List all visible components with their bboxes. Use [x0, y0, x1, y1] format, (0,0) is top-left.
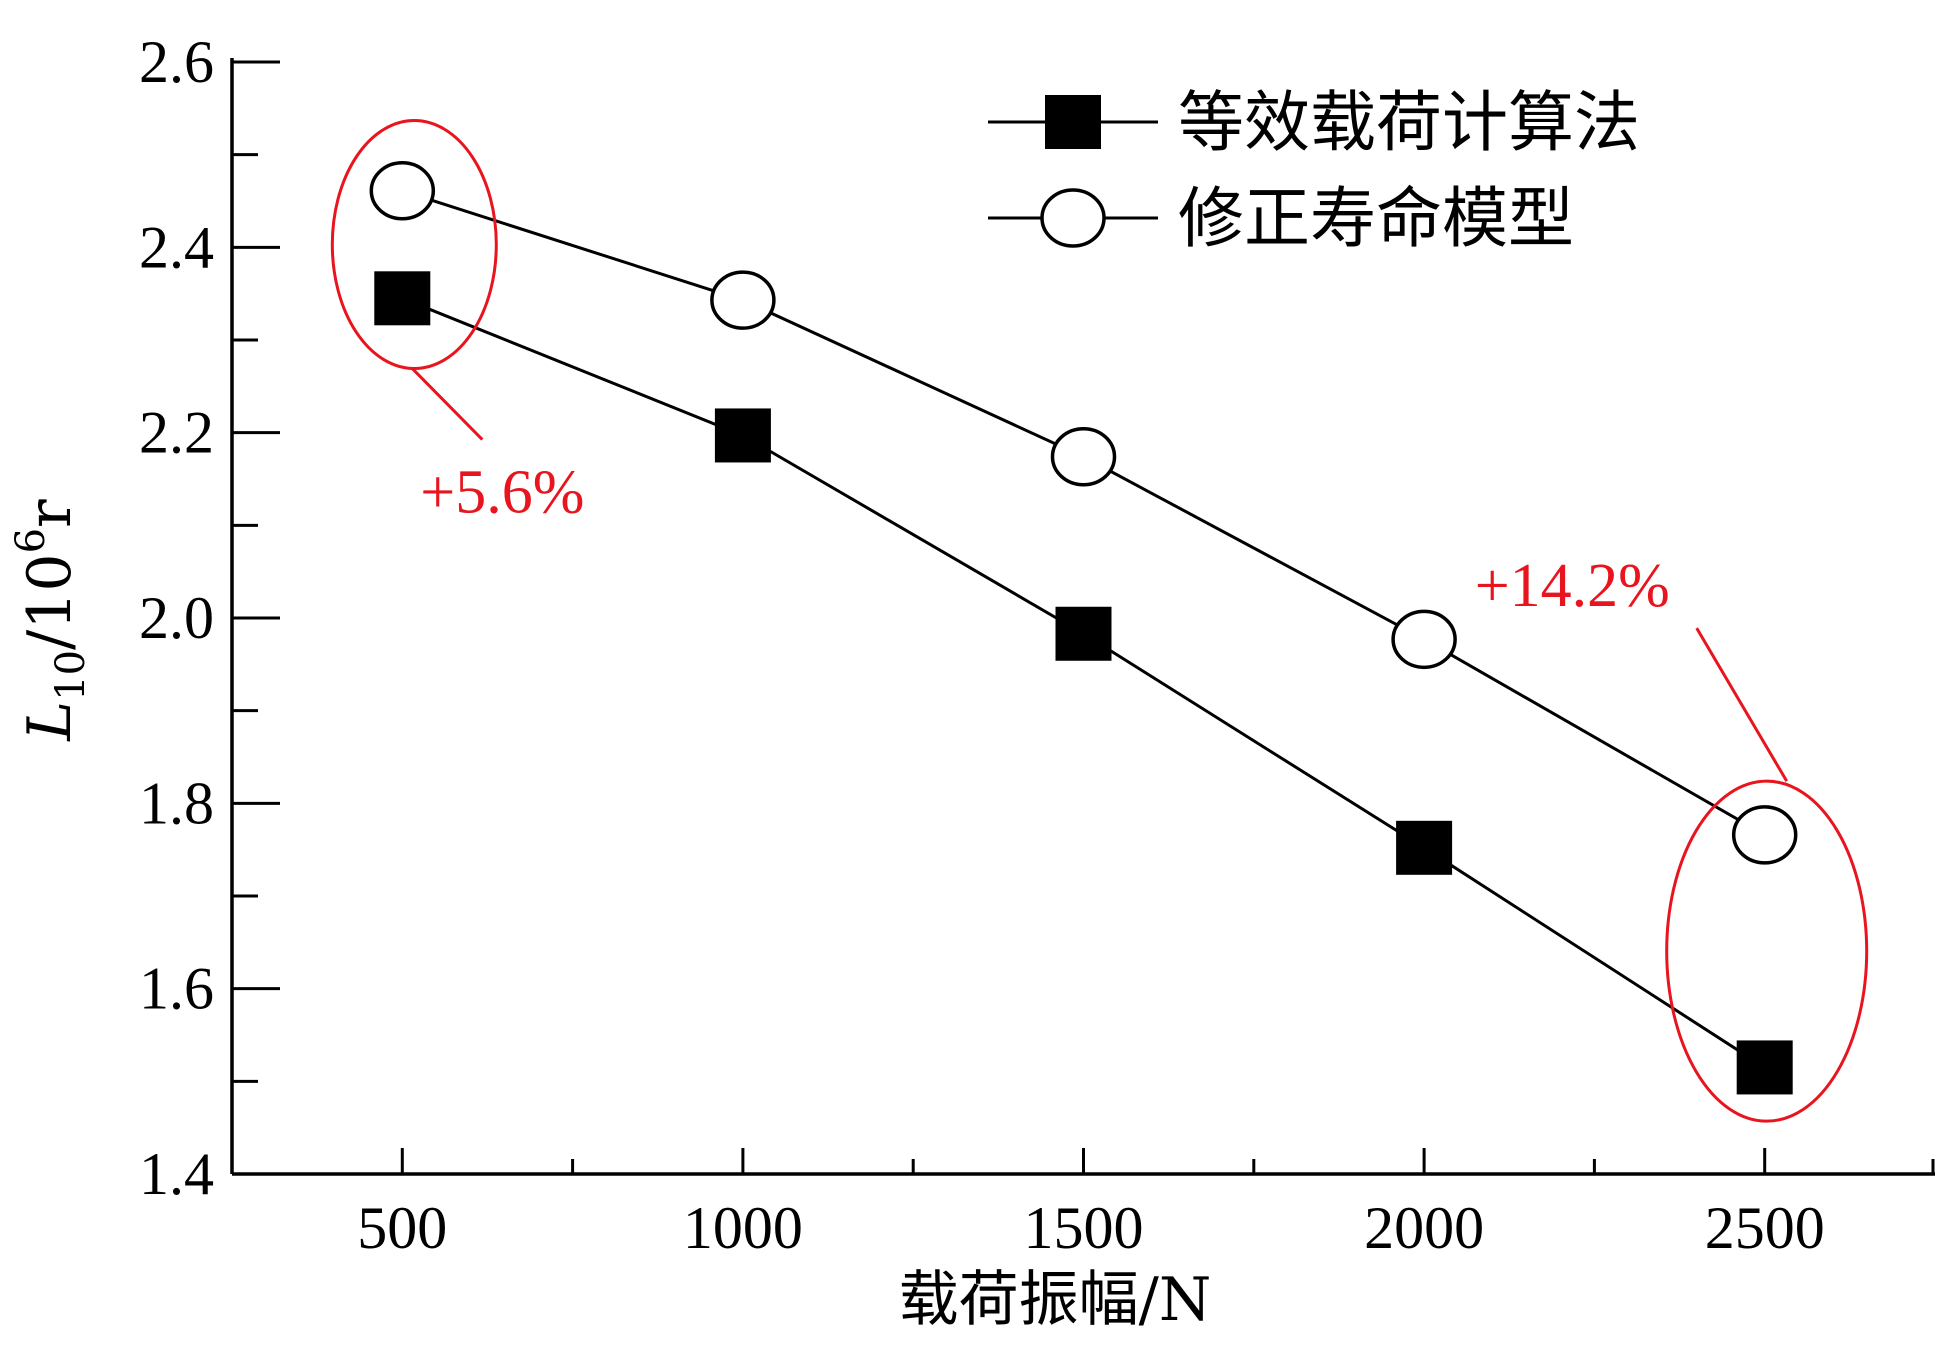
- annotation-ellipse-right: [1665, 779, 1869, 1123]
- annotation-label-right: +14.2%: [1475, 552, 1670, 620]
- data-point-square: [714, 408, 771, 463]
- annotation-leader-left: [411, 367, 484, 441]
- annotations: +5.6% +14.2%: [330, 119, 1869, 1123]
- y-tick-label: 2.6: [139, 29, 214, 95]
- x-axis-title: 载荷振幅/N: [899, 1265, 1212, 1335]
- data-point-square: [374, 271, 431, 326]
- x-tick-label: 1500: [1024, 1195, 1144, 1261]
- data-point-circle: [710, 270, 776, 330]
- y-axis-title-end: r: [15, 499, 85, 528]
- y-tick-label: 1.8: [139, 770, 214, 836]
- data-point-circle: [1391, 609, 1457, 670]
- data-point-square: [1396, 820, 1453, 875]
- y-tick-label: 1.4: [139, 1141, 214, 1207]
- legend-label-2: 修正寿命模型: [1178, 180, 1574, 257]
- y-tick-label: 2.0: [139, 585, 214, 651]
- y-tick-label: 2.2: [139, 400, 214, 466]
- y-tick-label: 1.6: [139, 956, 214, 1022]
- series-line-1: [401, 296, 1766, 1069]
- y-axis-title-mid: /10: [15, 553, 85, 650]
- x-tick-label: 1000: [683, 1195, 803, 1261]
- data-point-circle: [369, 161, 436, 221]
- y-axis-title-sub: 10: [48, 650, 94, 701]
- markers: [369, 161, 1798, 1095]
- x-tick-label: 2000: [1364, 1195, 1484, 1261]
- legend-marker-circle: [1040, 188, 1106, 248]
- x-tick-label: 500: [357, 1195, 447, 1261]
- x-tick-label: 2500: [1705, 1195, 1825, 1261]
- data-point-square: [1736, 1040, 1793, 1095]
- y-tick-label: 2.4: [139, 214, 214, 280]
- y-axis-title-sup: 6: [8, 528, 54, 553]
- data-point-square: [1055, 606, 1112, 661]
- series-line-2: [401, 189, 1766, 837]
- y-axis-title-main: L: [15, 701, 85, 742]
- y-axis-title: L10/106r: [8, 499, 94, 742]
- legend-marker-square: [1045, 95, 1101, 149]
- annotation-leader-right: [1695, 627, 1788, 782]
- legend-label-1: 等效载荷计算法: [1178, 84, 1640, 161]
- axes: 1.4 1.6 1.8 2.0 2.2 2.4 2.6 500 1000 1500 2000 2500: [139, 29, 1935, 1261]
- annotation-ellipse-left: [330, 119, 498, 371]
- data-point-circle: [1050, 427, 1117, 487]
- data-point-circle: [1731, 805, 1798, 865]
- annotation-label-left: +5.6%: [420, 459, 584, 527]
